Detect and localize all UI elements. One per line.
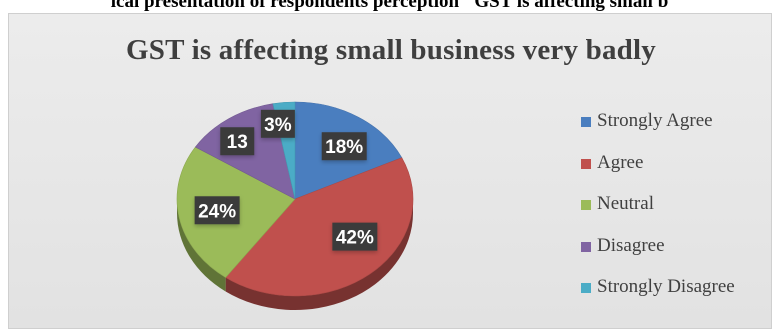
legend-label: Strongly Agree [597, 110, 713, 131]
data-label-neutral: 24% [194, 196, 240, 225]
legend-swatch [581, 241, 591, 252]
data-label-disagree: 13 [220, 127, 255, 156]
data-label-text: 42% [336, 228, 374, 249]
legend-swatch [581, 283, 591, 293]
chart-panel: GST is affecting small business very bad… [8, 13, 772, 329]
legend-label: Disagree [597, 234, 665, 256]
data-label-text: 3% [264, 115, 292, 136]
legend-swatch [581, 158, 591, 169]
data-label-text: 13 [227, 132, 248, 153]
legend-label: Agree [597, 151, 644, 173]
data-label-box [260, 109, 295, 138]
legend-label: Strongly Disagree [597, 276, 735, 297]
legend-swatch [581, 200, 591, 210]
pie-slice-agree [225, 157, 414, 297]
pie-depth [177, 199, 413, 310]
page-heading: ical presentation of respondents percept… [110, 0, 669, 12]
data-label-strongly-agree: 18% [321, 132, 367, 161]
data-label-box [220, 127, 255, 156]
legend-swatch [581, 117, 591, 127]
data-label-agree: 42% [332, 222, 378, 251]
legend-label: Neutral [597, 193, 654, 214]
pie-chart: 18% 42% 24% 13 3% [176, 101, 414, 310]
data-label-box [332, 222, 378, 251]
data-label-box [321, 132, 367, 161]
chart-title: GST is affecting small business very bad… [126, 34, 656, 66]
data-label-strongly-disagree: 3% [260, 109, 295, 138]
pie-depth-neutral [177, 199, 226, 292]
pie-depth-agree [225, 199, 413, 310]
data-label-box [194, 196, 240, 225]
data-label-text: 18% [325, 137, 363, 158]
data-label-text: 24% [198, 201, 236, 222]
pie-data-labels: 18% 42% 24% 13 3% [194, 109, 378, 251]
